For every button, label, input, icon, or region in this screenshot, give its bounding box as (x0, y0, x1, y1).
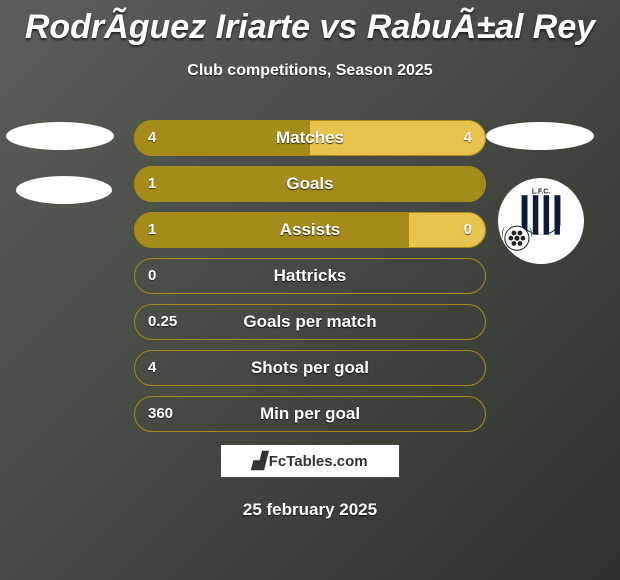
stat-value-left: 1 (148, 212, 156, 248)
stat-value-left: 1 (148, 166, 156, 202)
stat-value-right: 0 (464, 212, 472, 248)
stat-row: Hattricks0 (134, 258, 486, 294)
stat-value-left: 0 (148, 258, 156, 294)
stat-row: Goals1 (134, 166, 486, 202)
stat-label: Assists (134, 212, 486, 248)
stat-value-left: 360 (148, 396, 173, 432)
subtitle: Club competitions, Season 2025 (0, 62, 620, 80)
stat-label: Shots per goal (134, 350, 486, 386)
stat-value-right: 4 (464, 120, 472, 156)
stat-value-left: 0.25 (148, 304, 177, 340)
date-text: 25 february 2025 (0, 500, 620, 520)
stat-row: Assists1 0 (134, 212, 486, 248)
stat-row: Matches4 4 (134, 120, 486, 156)
stat-row: Goals per match0.25 (134, 304, 486, 340)
stat-row: Shots per goal4 (134, 350, 486, 386)
player-left-badge-2 (16, 176, 112, 204)
chart-icon: ▟ (252, 451, 264, 471)
fctables-text: FcTables.com (269, 453, 368, 470)
player-left-badge-1 (6, 122, 114, 150)
stat-value-left: 4 (148, 350, 156, 386)
page-title: RodrÃ­guez Iriarte vs RabuÃ±al Rey (0, 8, 620, 47)
stage: RodrÃ­guez Iriarte vs RabuÃ±al Rey Club … (0, 0, 620, 580)
club-crest: L.F.C. (498, 178, 584, 264)
stat-label: Hattricks (134, 258, 486, 294)
stat-row: Min per goal360 (134, 396, 486, 432)
stat-label: Goals per match (134, 304, 486, 340)
svg-text:L.F.C.: L.F.C. (532, 188, 550, 195)
club-crest-svg: L.F.C. (498, 178, 584, 264)
player-right-badge-1 (486, 122, 594, 150)
stat-label: Min per goal (134, 396, 486, 432)
fctables-logo: ▟ FcTables.com (220, 444, 400, 478)
stat-label: Matches (134, 120, 486, 156)
stat-label: Goals (134, 166, 486, 202)
stat-value-left: 4 (148, 120, 156, 156)
stat-rows-container: Matches44Goals1Assists10Hattricks0Goals … (134, 120, 486, 442)
